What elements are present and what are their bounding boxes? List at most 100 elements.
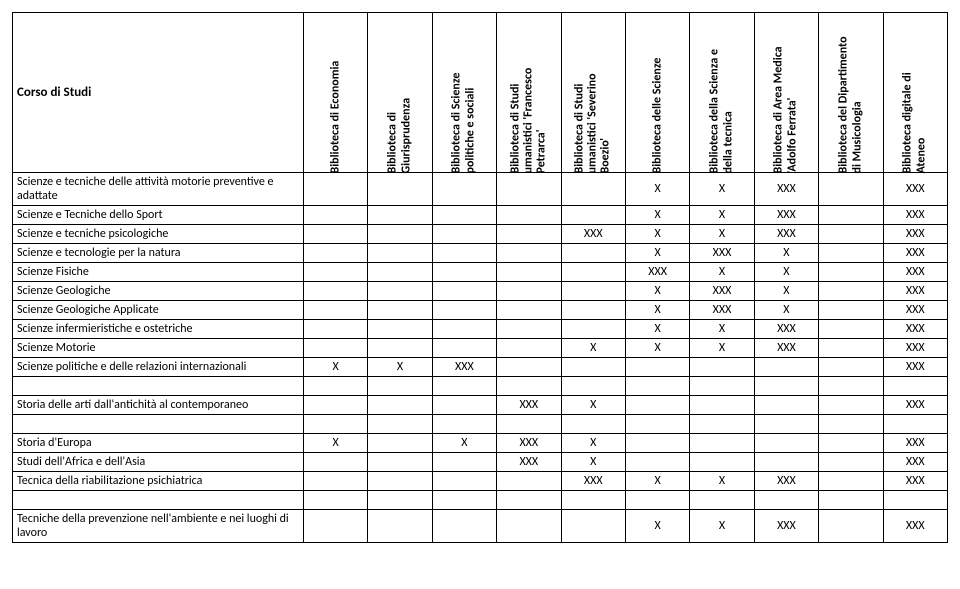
header-row: Corso di Studi Biblioteca di Economia Bi…: [13, 13, 948, 173]
cell: X: [625, 510, 689, 543]
cell: X: [561, 339, 625, 358]
cell: [368, 339, 432, 358]
cell: [432, 263, 496, 282]
cell: [368, 206, 432, 225]
table-row: Scienze FisicheXXXXXXXX: [13, 263, 948, 282]
cell: [625, 453, 689, 472]
col-header-9: Biblioteca digitale diAteneo: [883, 13, 947, 173]
table-row: Scienze infermieristiche e ostetricheXXX…: [13, 320, 948, 339]
col-header-2: Biblioteca di Scienzepolitiche e sociali: [432, 13, 496, 173]
cell: [432, 339, 496, 358]
cell: [432, 320, 496, 339]
cell: [754, 434, 818, 453]
cell: [819, 320, 883, 339]
cell: [690, 358, 754, 377]
table-row: Scienze Geologiche ApplicateXXXXXXXX: [13, 301, 948, 320]
cell: [819, 396, 883, 415]
table-row: Storia d'EuropaXXXXXXXXX: [13, 434, 948, 453]
cell: X: [625, 244, 689, 263]
cell: X: [561, 396, 625, 415]
cell: XXX: [754, 173, 818, 206]
col-header-1: Biblioteca diGiurisprudenza: [368, 13, 432, 173]
cell: [819, 263, 883, 282]
cell: [497, 244, 561, 263]
cell: X: [625, 472, 689, 491]
cell: [819, 244, 883, 263]
cell: [432, 244, 496, 263]
cell: [561, 510, 625, 543]
cell: [819, 282, 883, 301]
cell: [432, 453, 496, 472]
cell: XXX: [883, 225, 947, 244]
cell: [303, 263, 367, 282]
cell: [497, 173, 561, 206]
cell: XXX: [883, 173, 947, 206]
cell: [303, 282, 367, 301]
cell: [819, 173, 883, 206]
table-row: Scienze GeologicheXXXXXXXX: [13, 282, 948, 301]
cell: [303, 206, 367, 225]
cell: [819, 225, 883, 244]
cell: XXX: [883, 510, 947, 543]
col-header-6: Biblioteca della Scienza edella tecnica: [690, 13, 754, 173]
cell: [432, 472, 496, 491]
cell: [368, 320, 432, 339]
cell: [561, 263, 625, 282]
cell: [432, 301, 496, 320]
col-header-3: Biblioteca di Studiumanistici 'Francesco…: [497, 13, 561, 173]
cell: [497, 263, 561, 282]
cell: [819, 434, 883, 453]
cell: [690, 396, 754, 415]
col-header-8: Biblioteca del Dipartimentodi Musicologi…: [819, 13, 883, 173]
cell: [303, 301, 367, 320]
row-label: Scienze Geologiche Applicate: [13, 301, 304, 320]
row-label: Tecnica della riabilitazione psichiatric…: [13, 472, 304, 491]
cell: XXX: [883, 263, 947, 282]
cell: [497, 472, 561, 491]
cell: [368, 434, 432, 453]
table-row: Tecnica della riabilitazione psichiatric…: [13, 472, 948, 491]
cell: XXX: [754, 510, 818, 543]
cell: XXX: [883, 282, 947, 301]
cell: X: [754, 244, 818, 263]
cell: X: [690, 225, 754, 244]
cell: [497, 320, 561, 339]
cell: [561, 282, 625, 301]
col-header-5: Biblioteca delle Scienze: [625, 13, 689, 173]
cell: [303, 453, 367, 472]
row-label: Scienze Geologiche: [13, 282, 304, 301]
table-row: Scienze e tecniche psicologicheXXXXXXXXX…: [13, 225, 948, 244]
cell: [625, 358, 689, 377]
cell: [561, 173, 625, 206]
cell: [303, 472, 367, 491]
cell: X: [690, 320, 754, 339]
cell: [432, 510, 496, 543]
cell: [432, 396, 496, 415]
cell: X: [432, 434, 496, 453]
cell: X: [625, 301, 689, 320]
cell: X: [303, 434, 367, 453]
spacer-row: [13, 491, 948, 510]
cell: [561, 320, 625, 339]
cell: [819, 206, 883, 225]
cell: [368, 301, 432, 320]
cell: XXX: [497, 434, 561, 453]
row-label: Studi dell'Africa e dell'Asia: [13, 453, 304, 472]
cell: [561, 206, 625, 225]
first-col-header: Corso di Studi: [13, 13, 304, 173]
cell: XXX: [754, 472, 818, 491]
cell: [368, 225, 432, 244]
cell: [690, 434, 754, 453]
cell: [497, 206, 561, 225]
row-label: Scienze Motorie: [13, 339, 304, 358]
cell: [561, 358, 625, 377]
cell: X: [625, 225, 689, 244]
row-label: Scienze politiche e delle relazioni inte…: [13, 358, 304, 377]
cell: X: [754, 263, 818, 282]
cell: XXX: [432, 358, 496, 377]
cell: XXX: [883, 320, 947, 339]
cell: X: [625, 320, 689, 339]
cell: [432, 173, 496, 206]
row-label: Scienze e Tecniche dello Sport: [13, 206, 304, 225]
cell: X: [690, 339, 754, 358]
